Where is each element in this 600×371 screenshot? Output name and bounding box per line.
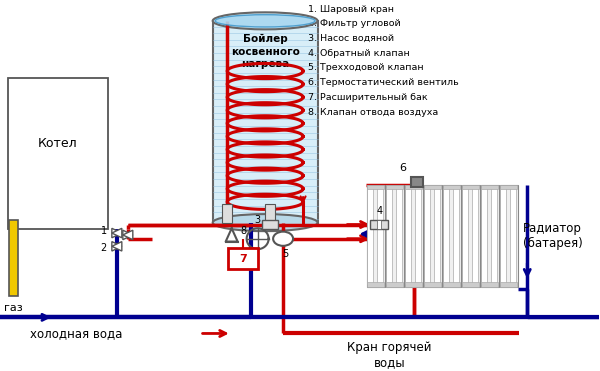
- Bar: [370, 220, 388, 229]
- Text: 6. Термостатический вентиль: 6. Термостатический вентиль: [308, 78, 458, 87]
- Text: 5: 5: [282, 249, 288, 259]
- Text: газ: газ: [4, 303, 22, 313]
- Bar: [472, 188, 478, 284]
- Bar: [262, 220, 278, 229]
- Text: 1: 1: [101, 226, 107, 236]
- Ellipse shape: [212, 214, 317, 231]
- Ellipse shape: [212, 12, 317, 29]
- Bar: [491, 188, 497, 284]
- Bar: [463, 188, 467, 284]
- Text: 2. Фильтр угловой: 2. Фильтр угловой: [308, 19, 400, 29]
- Bar: [481, 185, 499, 287]
- Bar: [367, 185, 385, 287]
- Bar: [227, 248, 257, 269]
- Text: Радиатор
(батарея): Радиатор (батарея): [523, 222, 583, 250]
- Bar: [500, 188, 506, 284]
- Bar: [463, 185, 479, 190]
- Text: 5. Трехходовой клапан: 5. Трехходовой клапан: [308, 63, 423, 72]
- Text: холодная вода: холодная вода: [30, 327, 122, 340]
- Bar: [500, 185, 517, 190]
- Text: 7: 7: [239, 254, 247, 264]
- Bar: [443, 188, 449, 284]
- Polygon shape: [112, 228, 122, 238]
- Bar: [424, 282, 442, 287]
- Bar: [443, 185, 461, 287]
- Polygon shape: [112, 242, 122, 251]
- Text: Бойлер
косвенного
нагрева: Бойлер косвенного нагрева: [230, 34, 299, 69]
- Text: 6: 6: [399, 163, 406, 173]
- Bar: [434, 188, 440, 284]
- Ellipse shape: [215, 15, 315, 27]
- Polygon shape: [123, 230, 133, 240]
- Text: 8: 8: [241, 226, 247, 236]
- Bar: [481, 185, 498, 190]
- Polygon shape: [112, 228, 122, 238]
- Bar: [481, 188, 487, 284]
- Bar: [265, 204, 275, 223]
- Bar: [406, 188, 411, 284]
- Bar: [424, 185, 442, 190]
- Bar: [500, 185, 518, 287]
- Bar: [367, 188, 373, 284]
- Bar: [412, 177, 424, 187]
- Polygon shape: [123, 230, 133, 240]
- Text: 1. Шаровый кран: 1. Шаровый кран: [308, 5, 394, 14]
- Bar: [454, 188, 458, 284]
- Bar: [424, 185, 442, 287]
- Text: 4: 4: [376, 206, 383, 216]
- Bar: [9, 220, 18, 296]
- Bar: [397, 188, 402, 284]
- Polygon shape: [112, 242, 122, 251]
- Bar: [386, 185, 403, 190]
- Bar: [415, 188, 421, 284]
- Bar: [406, 282, 422, 287]
- Text: 2: 2: [101, 243, 107, 253]
- Bar: [386, 188, 392, 284]
- Bar: [222, 204, 232, 223]
- Text: 3. Насос водяной: 3. Насос водяной: [308, 34, 394, 43]
- Bar: [424, 188, 430, 284]
- Bar: [367, 185, 385, 190]
- Text: Кран горячей
воды: Кран горячей воды: [347, 341, 431, 369]
- Bar: [463, 282, 479, 287]
- Bar: [500, 282, 517, 287]
- Bar: [481, 282, 498, 287]
- Bar: [510, 188, 515, 284]
- Bar: [386, 282, 403, 287]
- Text: 3: 3: [254, 216, 260, 226]
- Ellipse shape: [273, 232, 293, 246]
- Bar: [377, 188, 383, 284]
- Bar: [443, 282, 460, 287]
- Text: Котел: Котел: [38, 138, 78, 151]
- Bar: [406, 185, 422, 190]
- Bar: [377, 220, 382, 229]
- Bar: [8, 78, 108, 229]
- Text: 4. Обратный клапан: 4. Обратный клапан: [308, 49, 409, 58]
- Bar: [405, 185, 423, 287]
- Text: 7. Расширительный бак: 7. Расширительный бак: [308, 93, 427, 102]
- Bar: [462, 185, 480, 287]
- Text: 8. Клапан отвода воздуха: 8. Клапан отвода воздуха: [308, 108, 438, 116]
- Bar: [212, 21, 317, 223]
- Bar: [386, 185, 404, 287]
- Bar: [443, 185, 460, 190]
- Bar: [367, 282, 385, 287]
